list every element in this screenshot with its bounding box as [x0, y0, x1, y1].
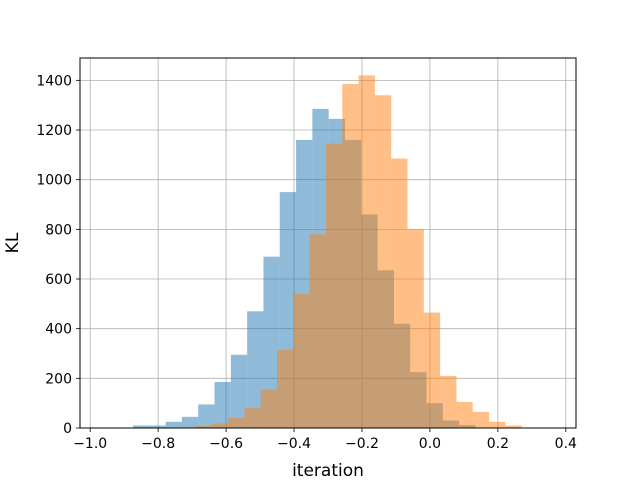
histogram-bar-series-1 [198, 404, 215, 428]
histogram-bar-series-2 [423, 312, 441, 428]
histogram-bar-series-2 [489, 421, 506, 428]
histogram-bar-series-2 [391, 158, 408, 428]
x-axis-ticks: −1.0 −0.8 −0.6 −0.4 −0.2 0.0 0.2 0.4 [73, 428, 577, 452]
x-tick-label: 0.0 [419, 436, 441, 452]
x-tick-label: −0.6 [209, 436, 243, 452]
y-axis-ticks: 0 200 400 600 800 1000 1200 1400 [36, 73, 80, 437]
x-tick-label: −0.4 [277, 436, 311, 452]
y-tick-label: 200 [45, 371, 72, 387]
x-tick-label: −0.8 [141, 436, 175, 452]
y-tick-label: 600 [45, 272, 72, 288]
histogram-bar-series-2 [472, 411, 490, 428]
histogram-bars [132, 75, 522, 429]
histogram-bar-series-2 [260, 389, 278, 428]
histogram-bar-series-2 [277, 349, 294, 428]
histogram-bar-series-1 [149, 425, 166, 428]
histogram-bar-series-2 [407, 229, 424, 428]
y-tick-label: 1400 [36, 73, 72, 89]
x-tick-label: 0.4 [555, 436, 577, 452]
histogram-bar-series-2 [456, 401, 473, 428]
y-tick-label: 1000 [36, 173, 72, 189]
y-tick-label: 400 [45, 322, 72, 338]
histogram-bar-series-1 [214, 382, 231, 428]
x-tick-label: −1.0 [73, 436, 107, 452]
histogram-bar-series-2 [342, 84, 359, 428]
histogram-bar-series-2 [309, 234, 326, 428]
histogram-bar-series-2 [358, 75, 375, 428]
histogram-bar-series-2 [374, 95, 392, 428]
histogram-bar-series-2 [293, 293, 310, 428]
histogram-bar-series-1 [165, 421, 182, 428]
histogram-bar-series-2 [505, 425, 522, 428]
x-tick-label: −0.2 [345, 436, 379, 452]
histogram-bar-series-2 [440, 375, 457, 428]
histogram-bar-series-2 [325, 143, 343, 428]
histogram-bar-series-1 [132, 425, 150, 428]
histogram-bar-series-2 [244, 408, 261, 428]
histogram-bar-series-1 [247, 311, 264, 428]
plot-frame [79, 57, 577, 429]
y-tick-label: 1200 [36, 123, 72, 139]
y-tick-label: 800 [45, 222, 72, 238]
x-tick-label: 0.2 [487, 436, 509, 452]
histogram-bar-series-1 [263, 256, 280, 428]
y-axis-label: KL [3, 232, 23, 253]
histogram-bar-series-2 [211, 423, 229, 428]
y-tick-label: 0 [63, 421, 72, 437]
histogram-bar-series-2 [195, 426, 212, 428]
histogram-bar-series-1 [230, 354, 248, 428]
x-axis-label: iteration [292, 461, 364, 480]
histogram-bar-series-2 [228, 418, 245, 428]
histogram-bar-series-1 [181, 416, 199, 428]
